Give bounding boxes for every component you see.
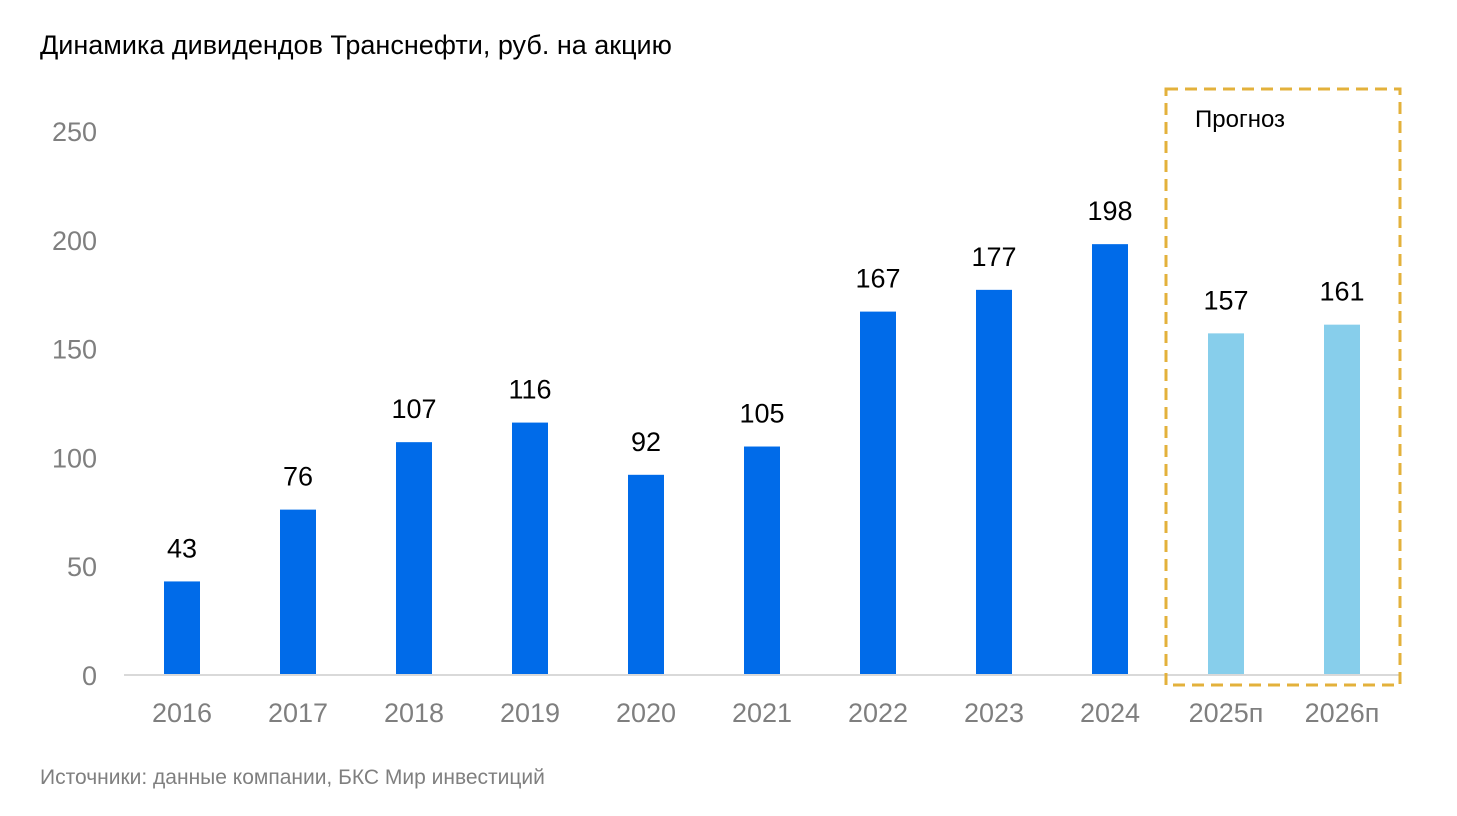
y-tick-label: 100: [52, 443, 97, 473]
bar-2023: [976, 289, 1012, 675]
data-label-2018: 107: [391, 394, 436, 424]
bar-2017: [280, 509, 316, 675]
data-label-2026п: 161: [1319, 277, 1364, 307]
x-tick-label-2017: 2017: [268, 698, 328, 728]
data-label-2019: 116: [508, 375, 551, 405]
data-label-2024: 198: [1087, 196, 1132, 226]
chart-source: Источники: данные компании, БКС Мир инве…: [40, 766, 545, 789]
forecast-region: Прогноз: [1164, 87, 1402, 687]
data-label-2020: 92: [631, 427, 661, 457]
bar-2018: [396, 442, 432, 675]
x-tick-label-2024: 2024: [1080, 698, 1140, 728]
x-tick-label-2018: 2018: [384, 698, 444, 728]
y-axis-ticks: 0 50 100 150 200 250: [52, 117, 97, 691]
bar-2025п: [1208, 333, 1244, 675]
data-label-2022: 167: [855, 264, 900, 294]
bars: [164, 244, 1360, 676]
x-axis-ticks: 2016 2017 2018 2019 2020 2021 2022 2023 2024 2025…: [152, 698, 1379, 728]
bar-2021: [744, 446, 780, 675]
forecast-label: Прогноз: [1195, 106, 1285, 133]
x-tick-label-2020: 2020: [616, 698, 676, 728]
y-tick-label: 200: [52, 226, 97, 256]
y-tick-label: 50: [67, 552, 97, 582]
forecast-box: [1164, 87, 1402, 687]
bar-2019: [512, 422, 548, 675]
data-label-2023: 177: [971, 242, 1016, 272]
bar-2022: [860, 311, 896, 675]
data-label-2017: 76: [283, 462, 313, 492]
data-label-2021: 105: [739, 399, 784, 429]
x-tick-label-2025п: 2025п: [1189, 698, 1264, 728]
data-label-2016: 43: [167, 533, 197, 563]
x-tick-label-2021: 2021: [732, 698, 792, 728]
data-labels: 43 76 107 116 92 105 167 177 198 157 161: [167, 196, 1365, 563]
bar-2020: [628, 474, 664, 675]
y-tick-label: 150: [52, 335, 97, 365]
x-tick-label-2016: 2016: [152, 698, 212, 728]
chart-title: Динамика дивидендов Транснефти, руб. на …: [40, 30, 672, 60]
bar-2026п: [1324, 324, 1360, 675]
bar-2024: [1092, 244, 1128, 676]
x-tick-label-2026п: 2026п: [1305, 698, 1380, 728]
y-tick-label: 0: [82, 661, 97, 691]
x-tick-label-2022: 2022: [848, 698, 908, 728]
bar-2016: [164, 581, 200, 675]
y-tick-label: 250: [52, 117, 97, 147]
x-tick-label-2023: 2023: [964, 698, 1024, 728]
x-tick-label-2019: 2019: [500, 698, 560, 728]
data-label-2025п: 157: [1203, 285, 1248, 315]
